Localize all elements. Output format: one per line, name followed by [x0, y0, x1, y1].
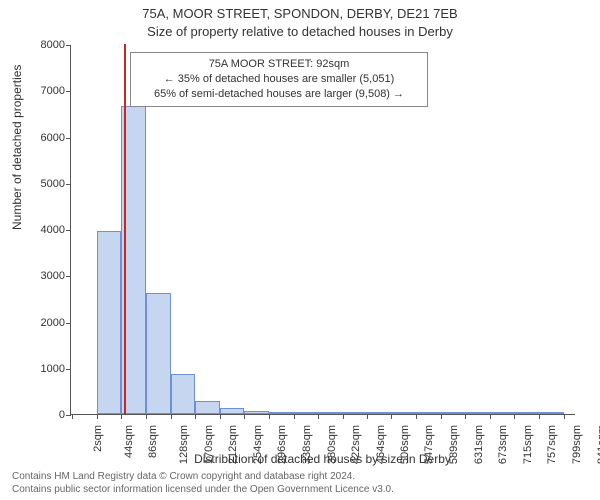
histogram-bar	[465, 412, 490, 414]
histogram-bar	[416, 412, 441, 414]
xtick-label: 44sqm	[123, 425, 135, 458]
xtick-mark	[490, 414, 491, 419]
xtick-label: 296sqm	[277, 425, 289, 464]
ytick-label: 1000	[41, 363, 65, 375]
histogram-bar	[269, 412, 294, 414]
property-marker-line	[124, 44, 126, 414]
xtick-label: 128sqm	[178, 425, 190, 464]
histogram-bar	[367, 412, 391, 414]
ytick-label: 8000	[41, 39, 65, 51]
xtick-mark	[220, 414, 221, 419]
xtick-mark	[318, 414, 319, 419]
histogram-bar	[294, 412, 319, 414]
ytick-mark	[66, 138, 71, 139]
histogram-bar	[220, 408, 245, 414]
histogram-bar	[318, 412, 343, 414]
histogram-bar	[171, 374, 196, 414]
histogram-bar	[441, 412, 466, 414]
xtick-mark	[269, 414, 270, 419]
xtick-mark	[171, 414, 172, 419]
histogram-bar	[391, 412, 416, 414]
histogram-bar	[490, 412, 515, 414]
xtick-mark	[514, 414, 515, 419]
xtick-label: 841sqm	[596, 425, 600, 464]
xtick-mark	[391, 414, 392, 419]
xtick-label: 86sqm	[147, 425, 159, 458]
xtick-mark	[564, 414, 565, 419]
ytick-label: 2000	[41, 317, 65, 329]
xtick-mark	[244, 414, 245, 419]
xtick-label: 506sqm	[400, 425, 412, 464]
histogram-bar	[343, 412, 368, 414]
ytick-mark	[66, 184, 71, 185]
histogram-bar	[539, 412, 564, 414]
xtick-mark	[367, 414, 368, 419]
xtick-label: 422sqm	[350, 425, 362, 464]
footer-attribution: Contains HM Land Registry data © Crown c…	[12, 471, 394, 496]
annotation-line2: ← 35% of detached houses are smaller (5,…	[139, 72, 419, 87]
chart-container: 75A, MOOR STREET, SPONDON, DERBY, DE21 7…	[0, 0, 600, 500]
ytick-label: 6000	[41, 132, 65, 144]
annotation-line3: 65% of semi-detached houses are larger (…	[139, 87, 419, 102]
chart-title-line2: Size of property relative to detached ho…	[0, 24, 600, 39]
ytick-label: 0	[59, 409, 65, 421]
xtick-mark	[416, 414, 417, 419]
xtick-label: 631sqm	[473, 425, 485, 464]
footer-line2: Contains public sector information licen…	[12, 484, 394, 497]
histogram-bar	[514, 412, 539, 414]
ytick-mark	[66, 230, 71, 231]
xtick-mark	[539, 414, 540, 419]
xtick-label: 547sqm	[424, 425, 436, 464]
xtick-mark	[72, 414, 73, 419]
xtick-label: 715sqm	[522, 425, 534, 464]
ytick-mark	[66, 91, 71, 92]
footer-line1: Contains HM Land Registry data © Crown c…	[12, 471, 394, 484]
xtick-label: 254sqm	[252, 425, 264, 464]
xtick-mark	[97, 414, 98, 419]
annotation-box: 75A MOOR STREET: 92sqm ← 35% of detached…	[130, 52, 428, 107]
xtick-label: 589sqm	[448, 425, 460, 464]
ytick-mark	[66, 415, 71, 416]
histogram-bar	[244, 411, 269, 414]
chart-title-line1: 75A, MOOR STREET, SPONDON, DERBY, DE21 7…	[0, 6, 600, 21]
xtick-label: 799sqm	[571, 425, 583, 464]
histogram-bar	[97, 231, 122, 414]
ytick-label: 4000	[41, 224, 65, 236]
histogram-bar	[195, 401, 220, 414]
xtick-mark	[441, 414, 442, 419]
ytick-mark	[66, 276, 71, 277]
xtick-mark	[195, 414, 196, 419]
xtick-mark	[294, 414, 295, 419]
xtick-label: 338sqm	[301, 425, 313, 464]
annotation-line1: 75A MOOR STREET: 92sqm	[139, 57, 419, 72]
xtick-mark	[121, 414, 122, 419]
xtick-label: 673sqm	[497, 425, 509, 464]
xtick-label: 380sqm	[326, 425, 338, 464]
xtick-label: 757sqm	[547, 425, 559, 464]
histogram-bar	[146, 293, 171, 414]
xtick-mark	[465, 414, 466, 419]
y-axis-label: Number of detached properties	[10, 65, 24, 230]
ytick-mark	[66, 323, 71, 324]
xtick-label: 170sqm	[203, 425, 215, 464]
ytick-label: 3000	[41, 270, 65, 282]
ytick-label: 7000	[41, 85, 65, 97]
ytick-mark	[66, 369, 71, 370]
xtick-label: 2sqm	[92, 425, 104, 452]
xtick-label: 212sqm	[227, 425, 239, 464]
ytick-label: 5000	[41, 178, 65, 190]
ytick-mark	[66, 45, 71, 46]
xtick-mark	[146, 414, 147, 419]
xtick-label: 464sqm	[375, 425, 387, 464]
xtick-mark	[343, 414, 344, 419]
